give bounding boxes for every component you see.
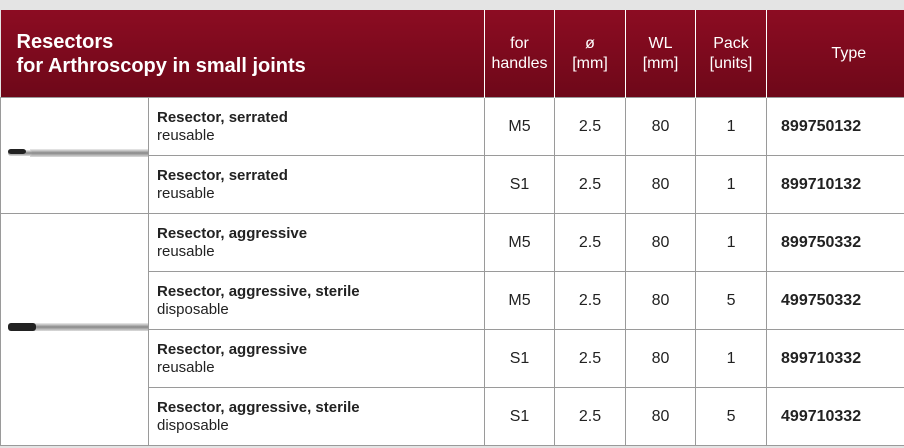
value-cell: S1	[485, 330, 555, 388]
type-cell: 499750332	[767, 272, 904, 330]
value-cell: 1	[696, 214, 767, 272]
header-line: Type	[831, 45, 866, 62]
value-cell: 2.5	[555, 330, 626, 388]
value-cell: 2.5	[555, 388, 626, 446]
value-cell: 2.5	[555, 98, 626, 156]
value-cell: 1	[696, 330, 767, 388]
value-cell: 80	[626, 388, 696, 446]
title-line: Resectors	[17, 31, 114, 53]
header-line: ø	[585, 35, 595, 52]
value-cell: 1	[696, 98, 767, 156]
value-cell: 5	[696, 388, 767, 446]
image-cell	[1, 98, 149, 214]
product-name: Resector, serrated	[157, 109, 484, 127]
instrument-image	[2, 312, 148, 342]
header-line: WL	[649, 35, 673, 52]
value-cell: 80	[626, 156, 696, 214]
type-cell: 499710332	[767, 388, 904, 446]
product-usage: reusable	[157, 185, 215, 202]
value-cell: 2.5	[555, 272, 626, 330]
type-cell: 899750132	[767, 98, 904, 156]
page: Resectorsfor Arthroscopy in small joints…	[0, 0, 904, 448]
value-cell: M5	[485, 98, 555, 156]
value-cell: 80	[626, 98, 696, 156]
value-cell: 1	[696, 156, 767, 214]
product-usage: disposable	[157, 301, 229, 318]
product-usage: reusable	[157, 243, 215, 260]
column-header: Pack [units]	[696, 10, 767, 98]
header-line: [mm]	[572, 55, 608, 72]
value-cell: M5	[485, 272, 555, 330]
column-header: ø [mm]	[555, 10, 626, 98]
product-usage: reusable	[157, 127, 215, 144]
column-header: WL [mm]	[626, 10, 696, 98]
title-line: for Arthroscopy in small joints	[17, 55, 306, 77]
header-line: Pack	[713, 35, 749, 52]
product-name: Resector, aggressive, sterile	[157, 283, 484, 301]
value-cell: 80	[626, 330, 696, 388]
instrument-image	[2, 138, 148, 168]
column-header: Type	[767, 10, 904, 98]
value-cell: 2.5	[555, 214, 626, 272]
value-cell: 80	[626, 272, 696, 330]
type-cell: 899750332	[767, 214, 904, 272]
header-line: for	[510, 35, 529, 52]
product-usage: reusable	[157, 359, 215, 376]
value-cell: 5	[696, 272, 767, 330]
product-name: Resector, aggressive	[157, 225, 484, 243]
type-cell: 899710332	[767, 330, 904, 388]
product-name: Resector, aggressive	[157, 341, 484, 359]
value-cell: 2.5	[555, 156, 626, 214]
value-cell: M5	[485, 214, 555, 272]
product-name: Resector, aggressive, sterile	[157, 399, 484, 417]
column-header: for handles	[485, 10, 555, 98]
header-line: [mm]	[643, 55, 679, 72]
header-line: handles	[491, 55, 547, 72]
value-cell: S1	[485, 388, 555, 446]
value-cell: S1	[485, 156, 555, 214]
image-cell	[1, 214, 149, 446]
product-name: Resector, serrated	[157, 167, 484, 185]
product-usage: disposable	[157, 417, 229, 434]
type-cell: 899710132	[767, 156, 904, 214]
value-cell: 80	[626, 214, 696, 272]
header-line: [units]	[710, 55, 753, 72]
